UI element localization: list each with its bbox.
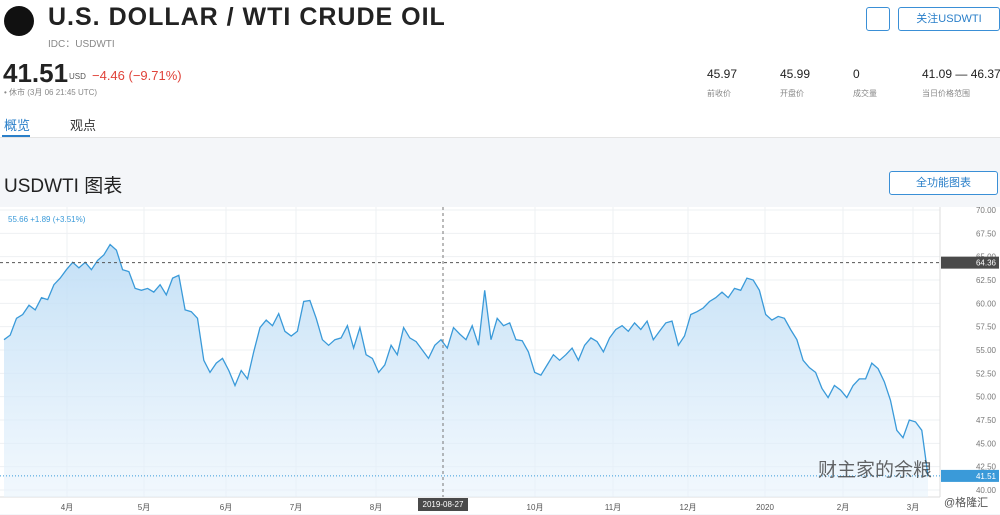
last-price-label: 41.51: [976, 472, 997, 481]
crosshair-label: 64.36: [976, 259, 997, 268]
y-tick-label: 67.50: [976, 229, 997, 238]
y-tick-label: 45.00: [976, 439, 997, 448]
stat-value: 41.09 — 46.37: [922, 67, 1000, 81]
title: U.S. DOLLAR / WTI CRUDE OIL: [48, 3, 446, 31]
y-tick-label: 47.50: [976, 416, 997, 425]
x-tick-label: 11月: [605, 503, 621, 512]
y-tick-label: 42.50: [976, 463, 997, 472]
watermark: 财主家的余粮: [818, 460, 933, 481]
x-tick-label: 5月: [138, 503, 150, 512]
full-chart-button[interactable]: 全功能图表: [889, 171, 998, 195]
x-tick-label: 7月: [290, 503, 302, 512]
logo: [4, 6, 34, 36]
y-tick-label: 60.00: [976, 299, 997, 308]
legend-text: 55.66 +1.89 (+3.51%): [8, 215, 86, 224]
last-price-box: [941, 469, 999, 482]
stat-value: 45.97: [707, 67, 738, 81]
code: IDC：USDWTI: [48, 39, 115, 50]
stat-label: 开盘价: [780, 89, 804, 98]
x-tick-label: 3月: [907, 503, 919, 512]
price: 41.51: [3, 58, 69, 88]
watermark: @格隆汇: [944, 497, 989, 509]
y-tick-label: 70.00: [976, 207, 997, 215]
y-tick-label: 62.50: [976, 276, 997, 285]
tab-underline: [2, 135, 30, 137]
crosshair-date-box: [418, 498, 468, 511]
line: [3, 243, 929, 476]
chart: 4月 5月 6月 7月 8月 10月 11月 12月 2020 2月 3月 40.00 42.50 45.…: [0, 207, 1000, 514]
change: −4.46 (−9.71%): [92, 68, 182, 83]
stat-value: 0: [853, 67, 860, 81]
crosshair-date: 2019-08-27: [423, 500, 464, 509]
stat-value: 45.99: [780, 67, 811, 81]
y-tick-label: 52.50: [976, 369, 997, 378]
tab-active[interactable]: 概览: [4, 118, 31, 133]
y-tick-label: 40.00: [976, 486, 997, 495]
section-title: USDWTI 图表: [4, 176, 123, 197]
x-tick-label: 8月: [370, 503, 382, 512]
y-tick-label: 55.00: [976, 346, 997, 355]
status: • 休市 (3月 06 21:45 UTC): [4, 88, 98, 97]
stat-label: 当日价格范围: [922, 89, 970, 98]
y-tick-label: 57.50: [976, 323, 997, 332]
stat-label: 前收价: [707, 89, 731, 98]
x-tick-label: 4月: [61, 503, 73, 512]
x-tick-label: 10月: [527, 503, 544, 512]
alert-button[interactable]: [866, 7, 890, 31]
x-tick-label: 2020: [756, 503, 774, 512]
stat-label: 成交量: [853, 89, 877, 98]
follow-button[interactable]: 关注USDWTI: [898, 7, 1000, 31]
x-tick-label: 12月: [680, 503, 697, 512]
tab[interactable]: 观点: [70, 118, 97, 133]
currency: USD: [69, 72, 86, 81]
x-tick-label: 6月: [220, 503, 232, 512]
y-tick-label: 50.00: [976, 393, 997, 402]
crosshair-box: [941, 256, 999, 269]
x-tick-label: 2月: [837, 503, 849, 512]
area-fill: [4, 244, 928, 497]
